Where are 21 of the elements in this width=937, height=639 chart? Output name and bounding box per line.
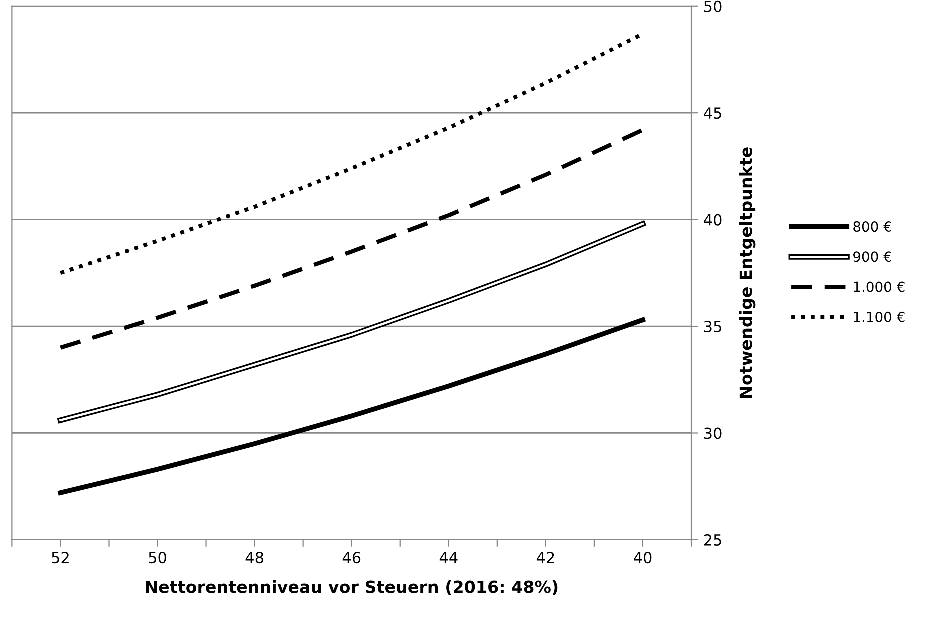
x-axis-title: Nettorentenniveau vor Steuern (2016: 48%) <box>146 580 558 596</box>
x-tick-label: 50 <box>149 552 166 564</box>
y-tick-label: 40 <box>704 214 722 226</box>
y-axis-title: Notwendige Entgeltpunkte <box>739 148 756 398</box>
legend-label: 1.000 € <box>854 282 905 292</box>
legend-label: 1.100 € <box>854 312 905 322</box>
legend-label: 900 € <box>854 252 892 262</box>
y-tick-label: 25 <box>704 534 722 546</box>
legend-label: 800 € <box>854 222 892 232</box>
y-tick-label: 35 <box>704 320 722 333</box>
x-tick-label: 42 <box>536 552 554 564</box>
x-tick-label: 40 <box>634 552 652 564</box>
x-tick-label: 46 <box>342 552 361 564</box>
line-series <box>58 128 646 350</box>
y-tick-label: 50 <box>704 0 722 12</box>
x-tick-label: 44 <box>440 552 458 564</box>
y-tick-label: 30 <box>704 428 722 440</box>
x-tick-label: 48 <box>246 552 264 564</box>
x-tick-label: 52 <box>52 552 69 564</box>
line-series <box>58 318 646 496</box>
y-tick-label: 45 <box>704 108 722 120</box>
